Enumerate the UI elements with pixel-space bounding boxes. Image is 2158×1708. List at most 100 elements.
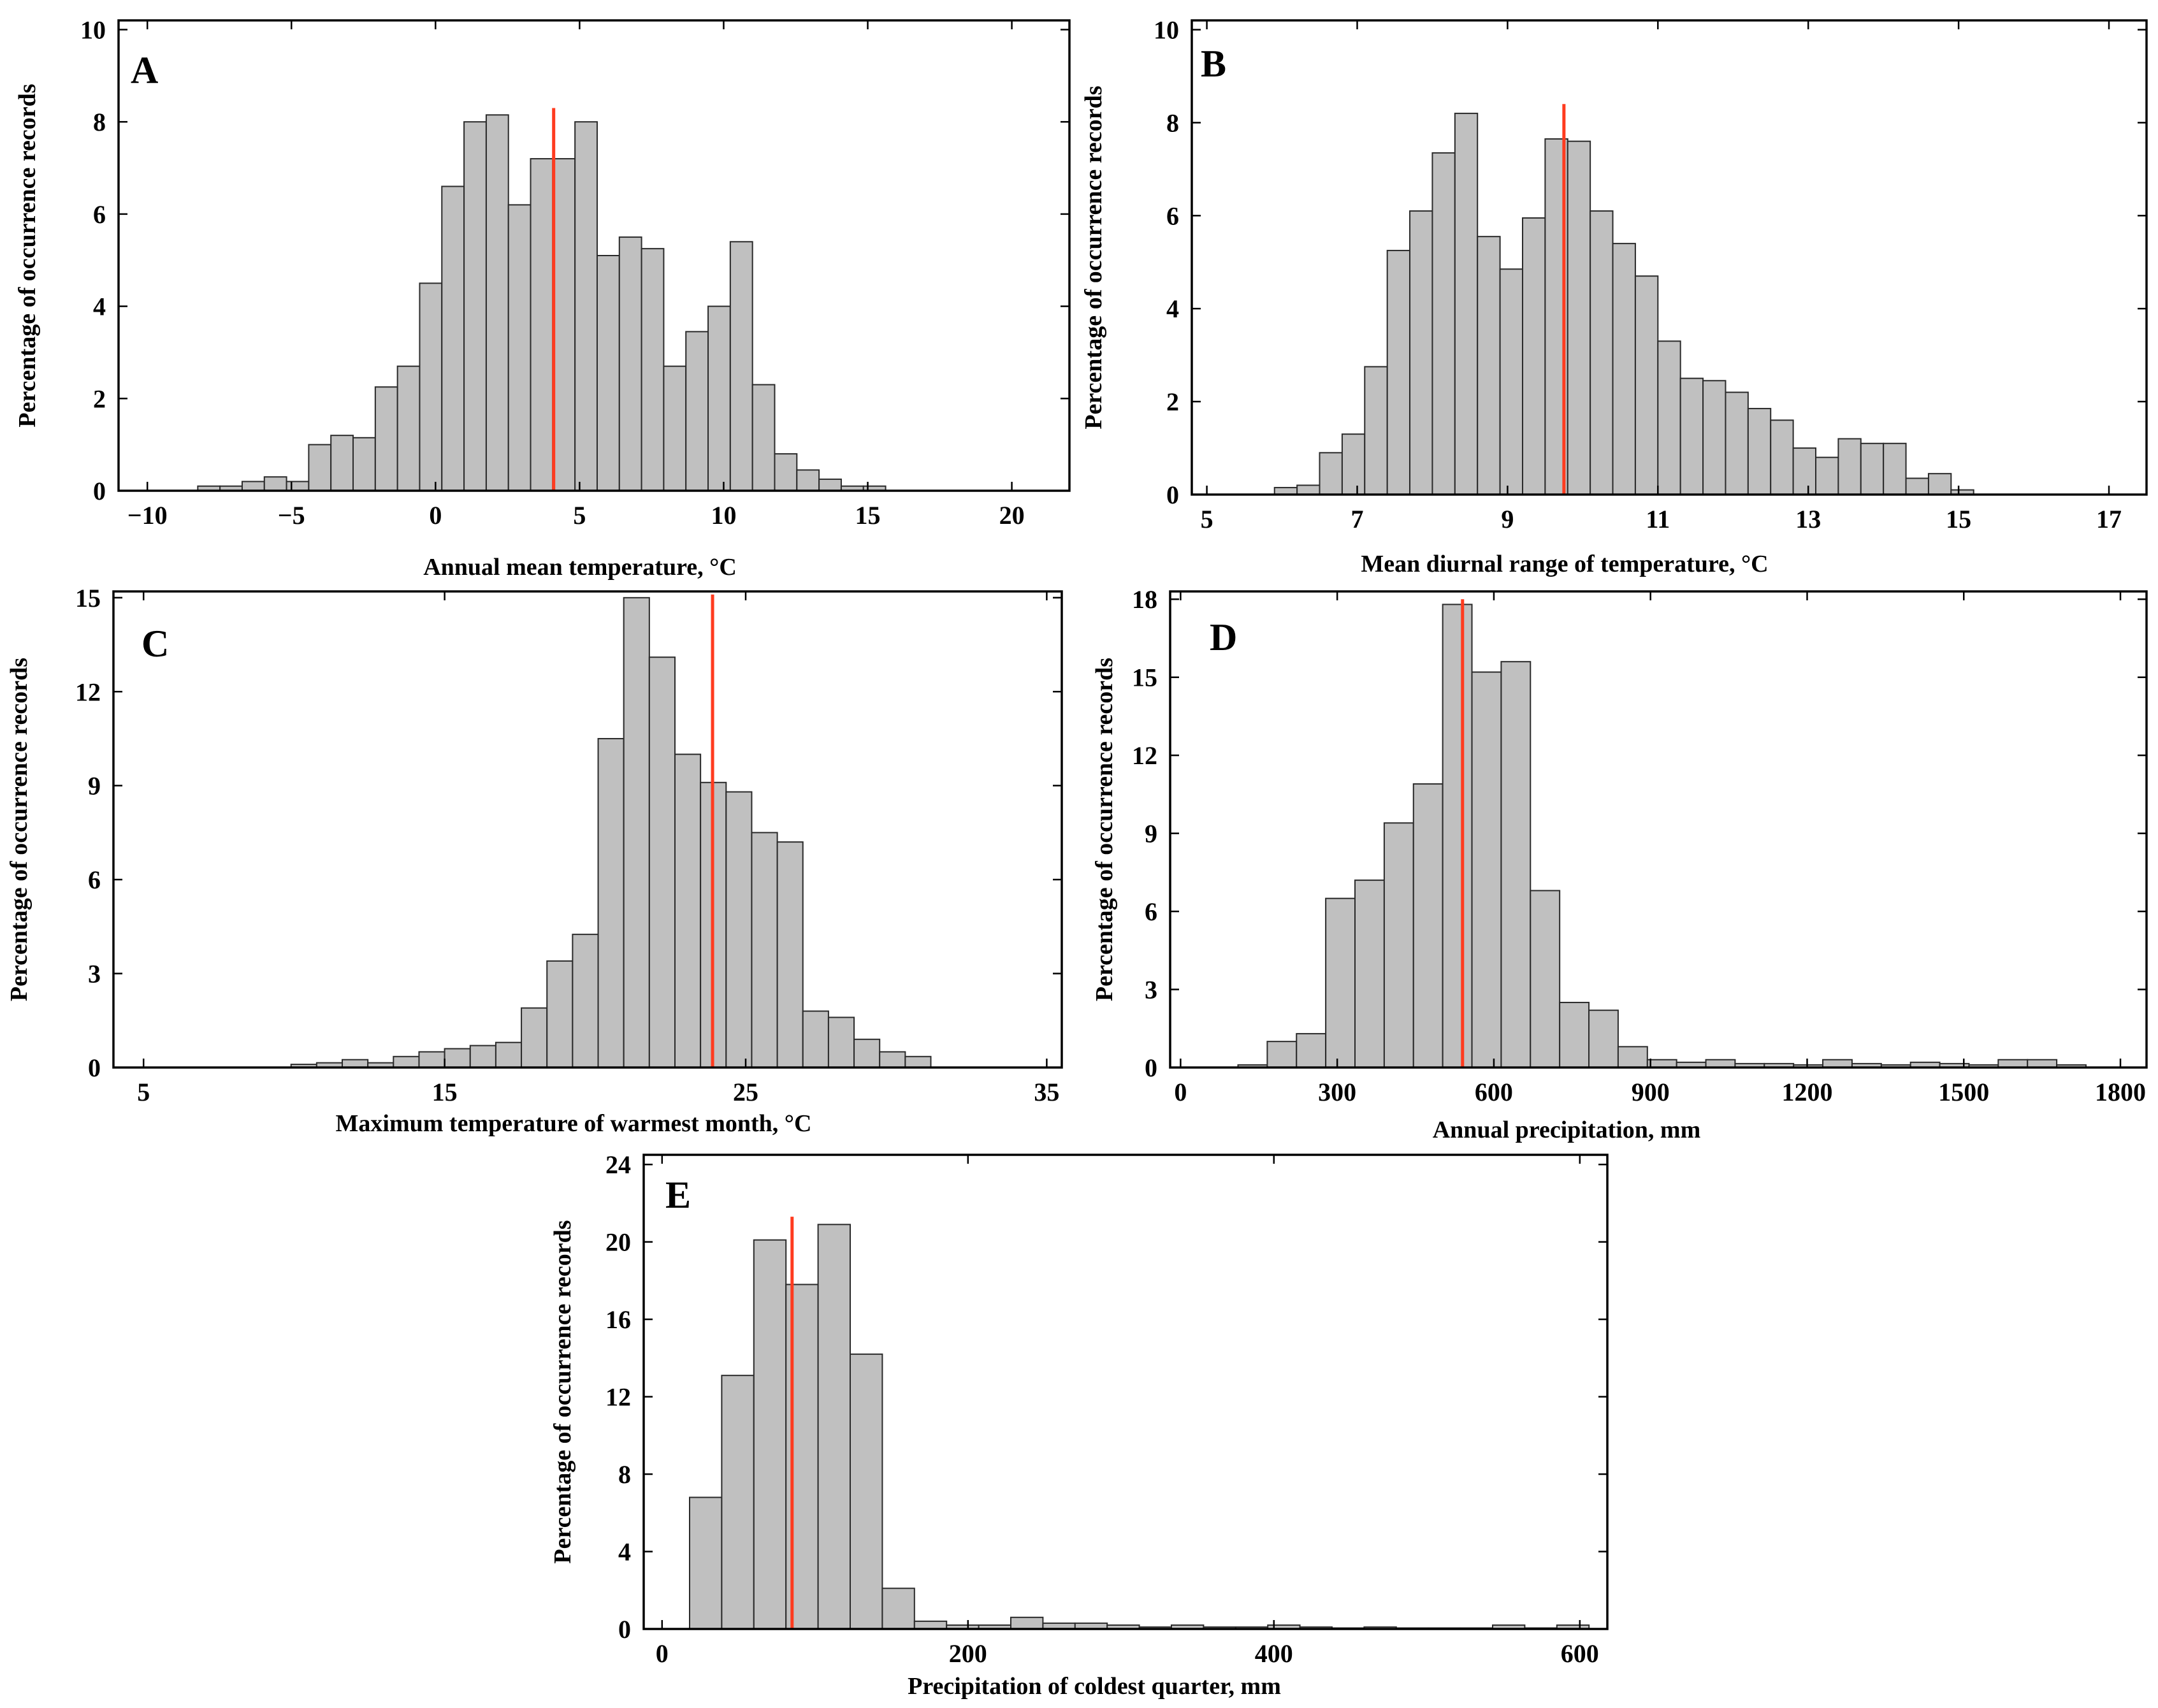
panel-b-ytick-label: 2	[1166, 387, 1179, 416]
panel-a-ytick-label: 8	[93, 108, 106, 136]
panel-b-bar	[1883, 442, 1907, 495]
panel-d-xtick-label: 1200	[1781, 1078, 1832, 1106]
panel-c-bar	[469, 1045, 496, 1068]
panel-d-ytick-label: 15	[1132, 663, 1157, 692]
panel-b-bar	[1409, 210, 1433, 495]
panel-a-xtick-label: 15	[855, 501, 881, 530]
panel-b-bar	[1725, 391, 1749, 495]
panel-c-bar	[521, 1007, 548, 1068]
panel-e-bar	[753, 1239, 787, 1630]
panel-e-ytick-label: 16	[605, 1305, 631, 1334]
panel-d-ytick-label: 18	[1132, 585, 1157, 614]
panel-a-bar	[463, 121, 487, 492]
panel-d-bar	[1617, 1046, 1648, 1068]
panel-d-letter: D	[1210, 616, 1237, 658]
panel-a-bar	[751, 384, 776, 492]
panel-c-bar	[802, 1010, 829, 1068]
panel-a-bar	[419, 282, 443, 491]
panel-c-bar	[444, 1048, 471, 1069]
panel-e-ylabel: Percentage of occurrence records	[549, 1220, 576, 1563]
panel-d-xtick-label: 600	[1475, 1078, 1513, 1106]
panel-a-bar	[818, 478, 842, 491]
panel-b-xtick-label: 11	[1646, 505, 1670, 533]
panel-b-ytick-label: 10	[1154, 16, 1179, 45]
panel-c-bar	[342, 1059, 369, 1069]
panel-a-ytick-label: 6	[93, 200, 106, 229]
panel-d-bar	[1383, 822, 1414, 1068]
panel-e-ytick-label: 8	[618, 1460, 631, 1489]
panel-b-bar	[1296, 484, 1321, 495]
panel-d-bar	[1997, 1059, 2029, 1069]
panel-b-bar	[1927, 473, 1952, 495]
panel-a-bar	[530, 158, 554, 491]
panel-c-bar	[853, 1038, 881, 1069]
panel-a-bar	[774, 453, 798, 492]
panel-d-bar	[1705, 1059, 1736, 1069]
panel-a-letter: A	[131, 49, 158, 91]
panel-d-bar	[1530, 890, 1561, 1069]
panel-e-ytick-label: 4	[618, 1538, 631, 1567]
panel-b-bar	[1815, 456, 1839, 495]
panel-a-bar	[552, 158, 576, 491]
panel-b-xtick-label: 9	[1501, 505, 1514, 533]
panel-a-bar	[796, 469, 820, 491]
panel-b-bar	[1341, 433, 1366, 495]
panel-b-chart: Mean diurnal range of temperature, °C 5 7…	[1080, 16, 2148, 577]
panel-d-bar	[1266, 1041, 1298, 1068]
panel-a-xtick-label: 0	[429, 501, 442, 530]
panel-a-bar	[308, 444, 332, 491]
panel-b-bar	[1792, 447, 1817, 496]
panel-a-frame	[117, 19, 1071, 492]
panel-d-ytick-label: 12	[1132, 741, 1157, 770]
panel-b-xtick-label: 15	[1946, 505, 1971, 533]
panel-b-bar	[1702, 380, 1727, 496]
panel-d-ytick-label: 9	[1145, 820, 1157, 848]
panel-c-bar	[495, 1041, 523, 1068]
panel-a-ytick-label: 2	[93, 384, 106, 413]
panel-a-chart: Annual mean temperature, °C −10 −5 0 5 10 15 2…	[14, 15, 1071, 581]
panel-c-bar	[572, 934, 599, 1069]
panel-e-frame	[642, 1154, 1609, 1630]
panel-a-bar	[286, 481, 310, 492]
panel-c-bar	[648, 656, 676, 1069]
panel-b-xtick-label: 5	[1201, 505, 1213, 533]
panel-b-xtick-label: 7	[1351, 505, 1363, 533]
panel-a-bar	[596, 255, 620, 491]
panel-a-xtick-label: −10	[127, 501, 168, 530]
panel-e-bar	[881, 1588, 915, 1630]
panel-b-bar	[1567, 140, 1591, 496]
panel-b-ytick-label: 4	[1166, 294, 1179, 323]
panel-a-xtick-label: 20	[999, 501, 1025, 530]
panel-a-bar	[685, 331, 709, 491]
panel-e-xlabel: Precipitation of coldest quarter, mm	[908, 1673, 1281, 1700]
panel-a-bar	[707, 305, 731, 491]
panel-a-bar	[263, 476, 287, 492]
panel-b-ytick-label: 6	[1166, 201, 1179, 230]
panel-c-bar	[623, 597, 650, 1068]
panel-e-bar	[1010, 1616, 1044, 1630]
panel-b-bar	[1521, 217, 1546, 495]
panel-e-ytick-label: 0	[618, 1615, 631, 1644]
panel-b-bar	[1499, 268, 1523, 495]
panel-d-bar	[1588, 1010, 1619, 1069]
panel-e-ytick-label: 20	[605, 1228, 631, 1257]
panel-d-xlabel: Annual precipitation, mm	[1433, 1117, 1701, 1143]
panel-d-xtick-label: 300	[1318, 1078, 1356, 1106]
panel-b-ytick-label: 8	[1166, 108, 1179, 137]
panel-b-bar	[1319, 452, 1343, 496]
panel-a-bar	[396, 365, 421, 491]
panel-c-xtick-label: 35	[1034, 1078, 1059, 1106]
panel-d-bar	[1325, 897, 1356, 1068]
panel-b-bar	[1454, 112, 1479, 496]
panel-e-ytick-label: 24	[605, 1150, 631, 1179]
panel-b-bar	[1905, 477, 1929, 495]
panel-a-bar	[729, 241, 753, 491]
panel-d-bar	[2027, 1059, 2058, 1069]
panel-c-letter: C	[141, 623, 169, 665]
panel-d-bar	[1500, 661, 1532, 1068]
panel-b-bar	[1477, 236, 1501, 495]
panel-c-bar	[904, 1055, 932, 1068]
panel-a-xlabel: Annual mean temperature, °C	[423, 554, 737, 581]
panel-e-ytick-label: 12	[605, 1383, 631, 1412]
panel-b-bar	[1386, 250, 1411, 495]
